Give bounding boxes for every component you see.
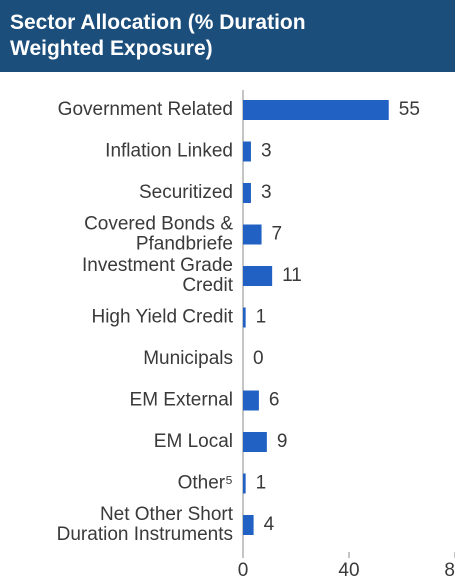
bar <box>243 224 262 245</box>
value-label: 1 <box>256 307 267 328</box>
bar <box>243 307 246 328</box>
value-label: 1 <box>256 473 267 494</box>
value-label: 3 <box>261 182 272 203</box>
chart-title: Sector Allocation (% Duration Weighted Ex… <box>10 11 306 60</box>
x-tick-label: 80 <box>444 560 455 581</box>
category-label: Covered Bonds & Pfandbriefe <box>84 214 233 255</box>
category-label: Inflation Linked <box>105 141 233 162</box>
category-label: Investment Grade Credit <box>82 255 234 296</box>
value-label: 7 <box>272 224 283 245</box>
category-label: Other⁵ <box>178 473 233 494</box>
category-label: Municipals <box>143 348 233 369</box>
value-label: 9 <box>277 431 288 452</box>
bar <box>243 266 273 286</box>
header-band <box>0 0 455 72</box>
x-tick-label: 0 <box>238 560 249 581</box>
bar <box>243 432 267 452</box>
category-label: Net Other Short Duration Instruments <box>57 504 234 545</box>
category-label: Securitized <box>139 182 233 203</box>
value-label: 6 <box>269 390 280 411</box>
category-label: EM Local <box>154 431 233 452</box>
bar <box>243 141 251 162</box>
value-label: 3 <box>261 141 272 162</box>
bar <box>243 183 251 203</box>
value-label: 11 <box>282 265 302 286</box>
category-label: Government Related <box>58 99 233 120</box>
bar <box>243 390 259 411</box>
value-label: 4 <box>264 514 275 535</box>
category-label: EM External <box>130 390 233 411</box>
bar <box>243 473 246 494</box>
bar <box>243 515 254 535</box>
value-label: 0 <box>253 348 264 369</box>
category-label: High Yield Credit <box>91 307 233 328</box>
x-tick-label: 40 <box>338 560 359 581</box>
bar <box>243 100 389 120</box>
value-label: 55 <box>399 99 420 120</box>
